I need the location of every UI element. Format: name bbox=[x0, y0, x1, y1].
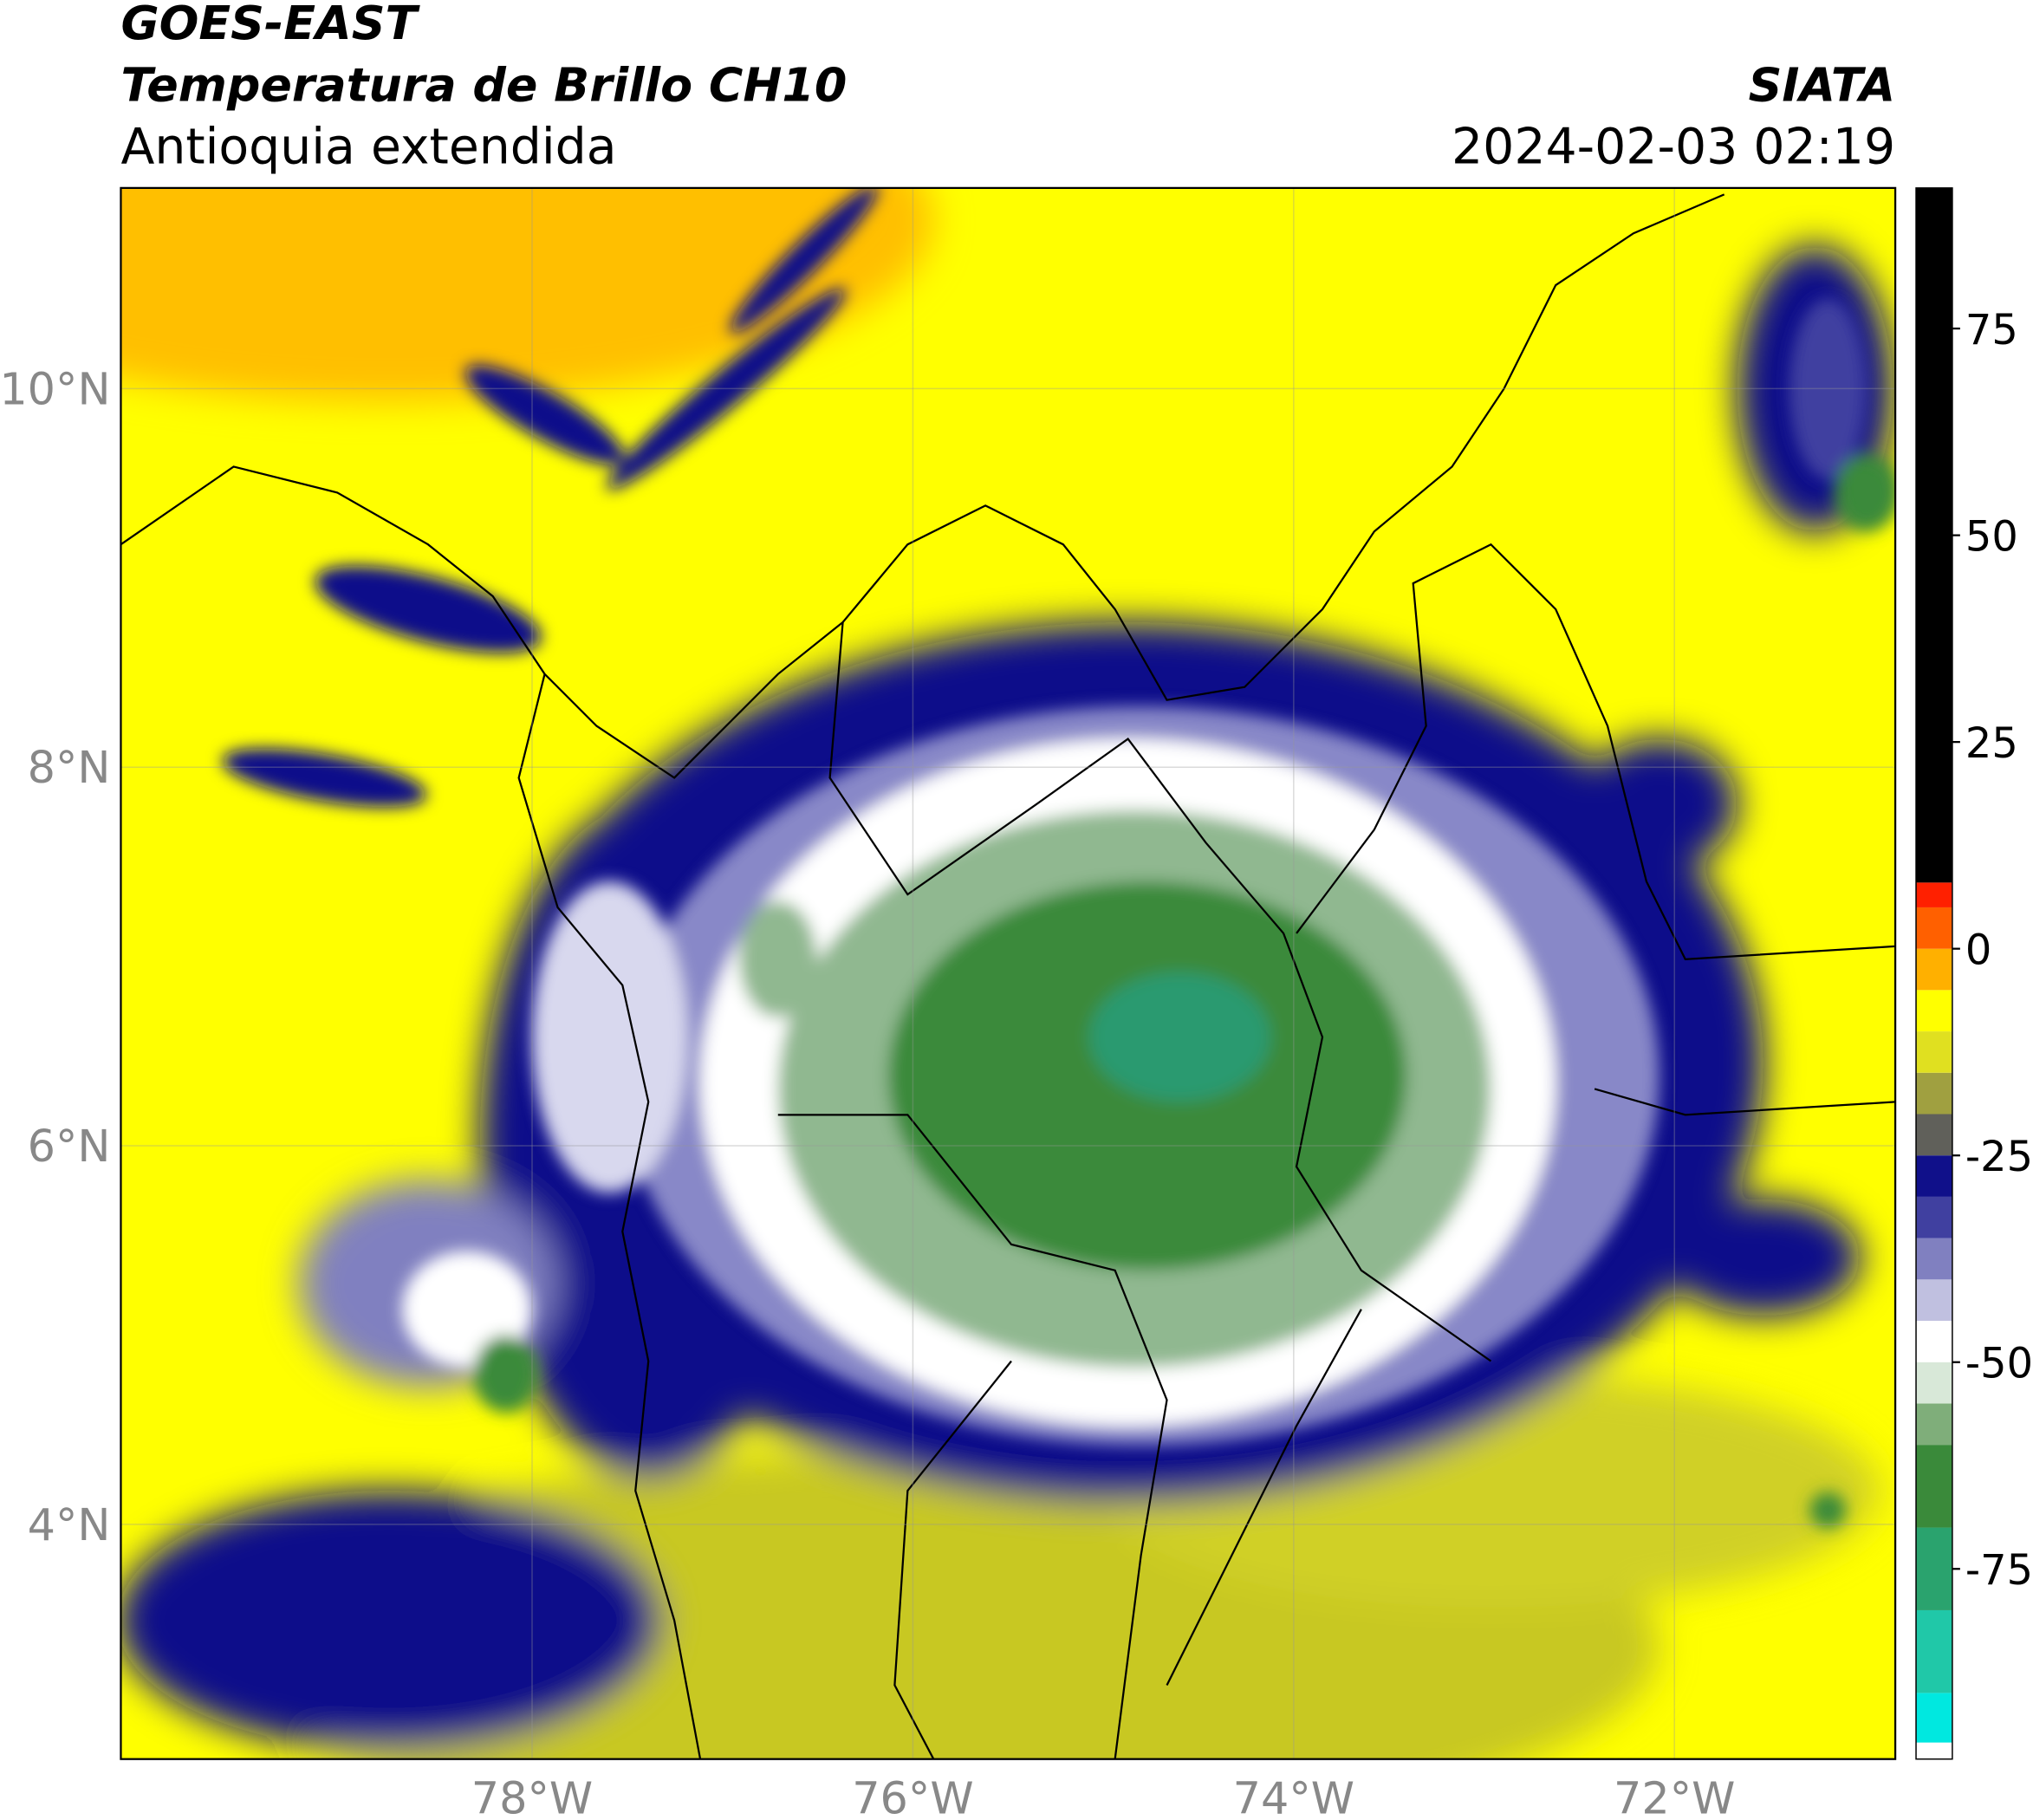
colorbar-frame bbox=[1915, 187, 1953, 1760]
colorbar-tick-label: 0 bbox=[1965, 927, 1991, 975]
y-tick-label: 8°N bbox=[28, 742, 111, 793]
subtitle: Temperatura de Brillo CH10 bbox=[120, 58, 847, 113]
satellite-image bbox=[120, 187, 1896, 1759]
x-tick-label: 78°W bbox=[471, 1773, 593, 1820]
y-tick-label: 10°N bbox=[0, 363, 110, 414]
colorbar-band bbox=[1916, 1693, 1952, 1743]
y-tick-label: 4°N bbox=[28, 1499, 111, 1550]
x-tick-label: 72°W bbox=[1614, 1773, 1735, 1820]
title: GOES-EAST bbox=[120, 0, 420, 50]
colorbar-band bbox=[1916, 1155, 1952, 1197]
colorbar-band bbox=[1916, 1238, 1952, 1280]
colorbar-band bbox=[1916, 907, 1952, 949]
colorbar-band bbox=[1916, 1196, 1952, 1238]
colorbar-tick-label: 25 bbox=[1965, 720, 2018, 768]
colorbar-band bbox=[1916, 948, 1952, 991]
source: SIATA bbox=[1749, 58, 1896, 113]
y-tick-label: 6°N bbox=[28, 1121, 111, 1172]
colorbar-tick-label: 50 bbox=[1965, 514, 2018, 562]
colorbar-band bbox=[1916, 1445, 1952, 1528]
grid bbox=[120, 187, 1896, 1759]
colorbar-band bbox=[1916, 187, 1952, 883]
colorbar: -75 -50 -25 0 25 50 75 bbox=[1915, 187, 2033, 1760]
colorbar-band bbox=[1916, 1114, 1952, 1156]
colorbar-band bbox=[1916, 1742, 1952, 1759]
colorbar-band bbox=[1916, 1527, 1952, 1610]
colorbar-band bbox=[1916, 882, 1952, 907]
colorbar-tick-label: -50 bbox=[1965, 1341, 2033, 1388]
map-frame bbox=[120, 186, 1897, 1760]
colorbar-tick-label: -25 bbox=[1965, 1134, 2033, 1181]
colorbar-band bbox=[1916, 1321, 1952, 1362]
x-tick-label: 74°W bbox=[1233, 1773, 1354, 1820]
datetime: 2024-02-03 02:19 bbox=[1452, 118, 1895, 175]
colorbar-band bbox=[1916, 1362, 1952, 1404]
colorbar-tick-label: 75 bbox=[1965, 307, 2018, 354]
colorbar-band bbox=[1916, 1403, 1952, 1446]
colorbar-band bbox=[1916, 1031, 1952, 1073]
colorbar-band bbox=[1916, 1609, 1952, 1693]
colorbar-band bbox=[1916, 1279, 1952, 1322]
colorbar-tick-label: -75 bbox=[1965, 1547, 2033, 1595]
colorbar-band bbox=[1916, 1072, 1952, 1115]
region: Antioquia extendida bbox=[120, 118, 616, 175]
colorbar-band bbox=[1916, 990, 1952, 1032]
x-tick-label: 76°W bbox=[852, 1773, 973, 1820]
